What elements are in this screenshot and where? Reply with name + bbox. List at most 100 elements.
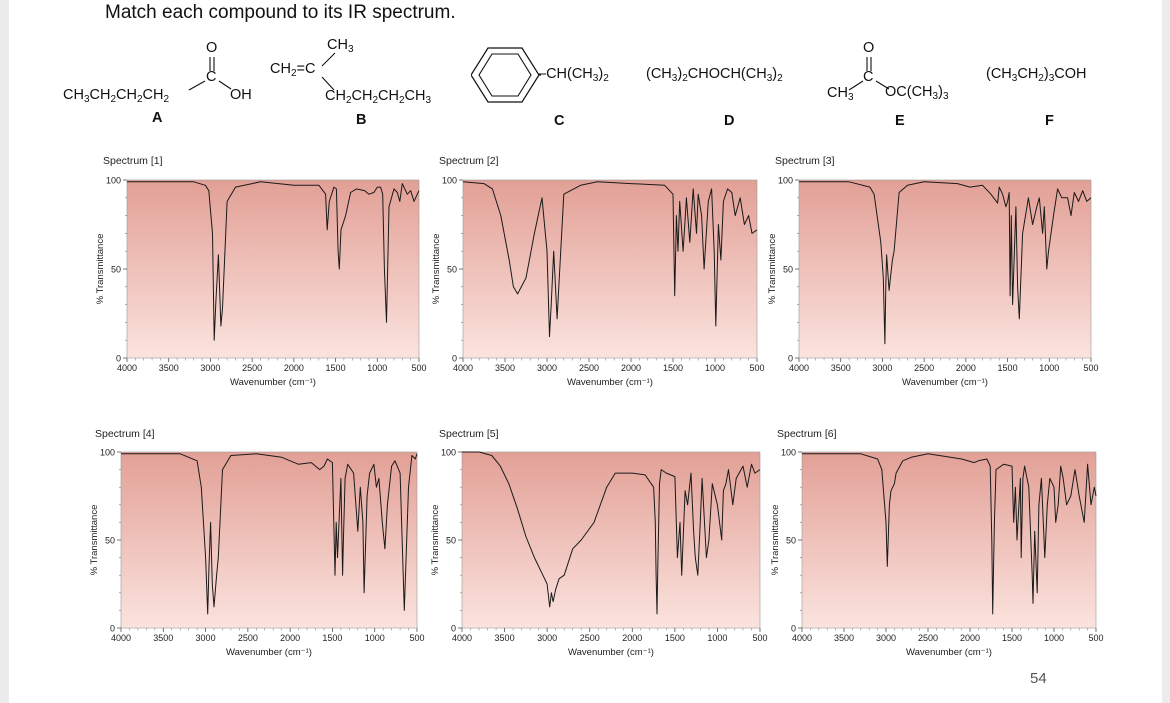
x-tick-label: 3500 <box>495 363 515 373</box>
spectrum-5-title: Spectrum [5] <box>439 428 499 440</box>
compound-c-substituent: –CH(CH3)2 <box>538 66 609 84</box>
spectrum-4: 0 50 100 4000 3500 3000 2500 2000 1500 1000 500 Wav… <box>89 448 425 659</box>
y-axis-label: % Transmittance <box>430 505 441 576</box>
x-tick-label: 1500 <box>663 363 683 373</box>
spectrum-2-trace <box>462 181 758 338</box>
x-tick-label: 3500 <box>159 363 179 373</box>
y-tick-label: 50 <box>111 265 121 275</box>
y-tick-label: 50 <box>105 536 115 546</box>
compound-a-carbonyl-c: C <box>206 69 217 85</box>
y-axis-label: % Transmittance <box>431 234 442 305</box>
spectrum-6: 0 50 100 4000 3500 3000 2500 2000 1500 1000 500 Wav… <box>770 448 1104 659</box>
compound-b-bottom: CH2CH2CH2CH3 <box>325 88 432 106</box>
compound-e-double-bond <box>866 57 872 71</box>
x-tick-label: 4000 <box>453 363 473 373</box>
spectrum-4-title: Spectrum [4] <box>95 428 155 440</box>
x-tick-label: 2000 <box>960 633 980 643</box>
x-axis-label: Wavenumber (cm⁻¹) <box>568 647 654 658</box>
compound-a-double-bond <box>209 57 215 71</box>
compound-d-letter: D <box>724 113 735 129</box>
y-tick-label: 50 <box>446 536 456 546</box>
x-axis-label: Wavenumber (cm⁻¹) <box>230 377 316 388</box>
x-tick-label: 4000 <box>792 633 812 643</box>
x-tick-label: 4000 <box>111 633 131 643</box>
compound-b-letter: B <box>356 112 367 128</box>
compound-e-ester: OC(CH3)3 <box>885 84 949 102</box>
compound-b-left: CH2=C <box>270 61 316 79</box>
x-tick-label: 1500 <box>322 633 342 643</box>
compound-c-letter: C <box>554 113 565 129</box>
spectrum-1-plot-area <box>126 179 420 359</box>
spectrum-5: 0 50 100 4000 3500 3000 2500 2000 1500 1000 500 Wav… <box>430 448 768 659</box>
spectrum-6-plot-area <box>801 451 1097 629</box>
y-tick-label: 0 <box>110 624 115 634</box>
spectrum-1: 0 50 100 4000 3500 3000 2500 2000 1500 1000 500 Wav… <box>95 176 427 389</box>
y-tick-label: 50 <box>786 536 796 546</box>
slide: Match each compound to its IR spectrum. … <box>9 0 1162 703</box>
x-tick-label: 500 <box>1083 363 1098 373</box>
y-tick-label: 100 <box>778 176 793 186</box>
y-tick-label: 100 <box>442 176 457 186</box>
x-tick-label: 1000 <box>705 363 725 373</box>
x-tick-label: 1500 <box>1002 633 1022 643</box>
x-tick-label: 1000 <box>707 633 727 643</box>
x-axis-label: Wavenumber (cm⁻¹) <box>226 647 312 658</box>
y-tick-label: 100 <box>100 448 115 458</box>
question-heading: Match each compound to its IR spectrum. <box>105 2 456 23</box>
compound-b-bond-up <box>321 52 336 67</box>
x-axis-label: Wavenumber (cm⁻¹) <box>906 647 992 658</box>
y-tick-label: 0 <box>791 624 796 634</box>
spectrum-5-plot-area <box>461 451 761 629</box>
spectrum-6-trace <box>802 453 1097 615</box>
spectrum-1-title: Spectrum [1] <box>103 155 163 167</box>
x-tick-label: 3500 <box>495 633 515 643</box>
spectrum-3-plot-area <box>798 179 1092 359</box>
x-tick-label: 2000 <box>280 633 300 643</box>
x-tick-label: 1500 <box>326 363 346 373</box>
y-axis-label: % Transmittance <box>770 505 781 576</box>
x-tick-label: 2500 <box>580 633 600 643</box>
x-tick-label: 500 <box>749 363 764 373</box>
compound-f-formula: (CH3CH2)3COH <box>986 66 1087 84</box>
y-tick-label: 50 <box>783 265 793 275</box>
x-axis-label: Wavenumber (cm⁻¹) <box>567 377 653 388</box>
x-tick-label: 4000 <box>789 363 809 373</box>
y-axis-label: % Transmittance <box>95 234 106 305</box>
spectrum-6-title: Spectrum [6] <box>777 428 837 440</box>
compound-a-bonds <box>188 80 232 91</box>
x-tick-label: 4000 <box>452 633 472 643</box>
x-tick-label: 2500 <box>579 363 599 373</box>
x-tick-label: 2500 <box>242 363 262 373</box>
compound-e-carbonyl-c: C <box>863 69 874 85</box>
spectrum-3-title: Spectrum [3] <box>775 155 835 167</box>
spectrum-5-trace <box>462 451 761 615</box>
compound-e-letter: E <box>895 113 905 129</box>
x-tick-label: 2000 <box>622 633 642 643</box>
x-tick-label: 500 <box>409 633 424 643</box>
x-tick-label: 1000 <box>367 363 387 373</box>
compound-a-carbonyl-o: O <box>206 40 218 56</box>
page-number: 54 <box>1030 670 1047 687</box>
compound-a-oh: OH <box>230 87 252 103</box>
x-tick-label: 2000 <box>284 363 304 373</box>
spectrum-3-trace <box>799 181 1092 345</box>
y-tick-label: 0 <box>788 354 793 364</box>
x-tick-label: 2000 <box>956 363 976 373</box>
compound-e-carbonyl-o: O <box>863 40 875 56</box>
y-tick-label: 100 <box>106 176 121 186</box>
x-tick-label: 500 <box>752 633 767 643</box>
spectrum-4-plot-area <box>120 451 418 629</box>
x-tick-label: 2500 <box>914 363 934 373</box>
spectrum-2: 0 50 100 4000 3500 3000 2500 2000 1500 1000 500 Wav… <box>431 176 765 389</box>
spectrum-4-trace <box>121 453 418 615</box>
spectrum-1-trace <box>127 181 420 341</box>
compound-a-letter: A <box>152 110 163 126</box>
x-tick-label: 4000 <box>117 363 137 373</box>
y-tick-label: 0 <box>452 354 457 364</box>
y-tick-label: 100 <box>441 448 456 458</box>
compound-f-letter: F <box>1045 113 1054 129</box>
x-tick-label: 500 <box>411 363 426 373</box>
y-axis-label: % Transmittance <box>767 234 778 305</box>
x-tick-label: 2500 <box>238 633 258 643</box>
compound-b-top: CH3 <box>327 37 354 55</box>
